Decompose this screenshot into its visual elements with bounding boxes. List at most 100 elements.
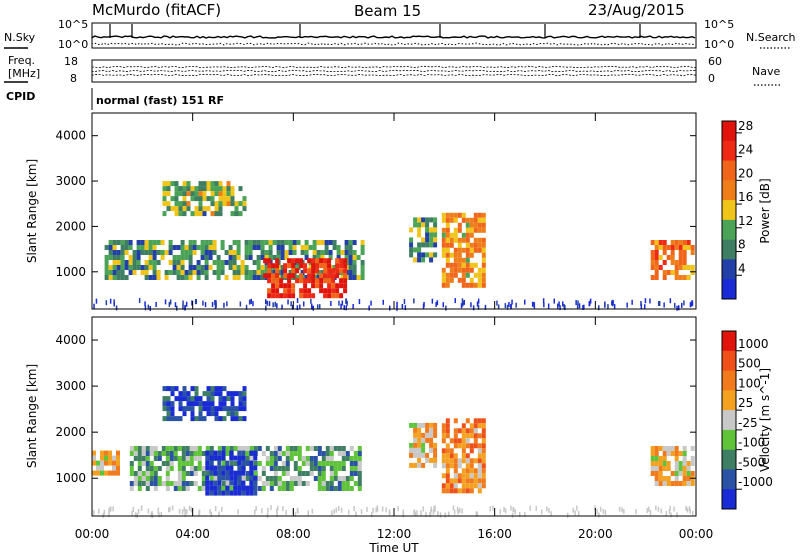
heatmap-cell (445, 262, 450, 268)
heatmap-cell (492, 505, 494, 511)
heatmap-cell (309, 446, 314, 451)
heatmap-cell (156, 275, 161, 280)
heatmap-cell (319, 283, 324, 289)
heatmap-cell (241, 455, 246, 461)
heatmap-cell (137, 486, 142, 491)
heatmap-cell (208, 240, 213, 245)
heatmap-cell (371, 512, 373, 518)
heatmap-cell (202, 401, 207, 407)
heatmap-cell (303, 288, 308, 294)
heatmap-cell (670, 471, 675, 476)
heatmap-cell (321, 451, 326, 456)
heatmap-cell (422, 303, 425, 309)
heatmap-cell (548, 508, 550, 514)
heatmap-cell (273, 456, 278, 461)
heatmap-cell (166, 416, 171, 422)
heatmap-cell (296, 275, 301, 280)
heatmap-cell (162, 211, 167, 217)
heatmap-cell (217, 470, 222, 476)
heatmap-cell (360, 250, 365, 255)
heatmap-cell (275, 278, 280, 284)
heatmap-cell (218, 511, 220, 517)
heatmap-cell (453, 483, 458, 489)
heatmap-cell (232, 250, 237, 255)
heatmap-cell (461, 212, 466, 218)
heatmap-cell (324, 245, 329, 250)
heatmap-cell (441, 217, 446, 223)
velocity-heatmap-cells (92, 386, 695, 518)
heatmap-cell (417, 447, 422, 453)
heatmap-cell (248, 250, 253, 255)
heatmap-cell (309, 461, 314, 466)
heatmap-cell (145, 481, 150, 486)
heatmap-cell (205, 480, 210, 486)
heatmap-cell (461, 232, 466, 238)
heatmap-cell (445, 217, 450, 223)
heatmap-cell (160, 255, 165, 260)
heatmap-cell (469, 217, 474, 223)
heatmap-cell (162, 396, 167, 402)
heatmap-cell (277, 481, 282, 486)
heatmap-cell (112, 455, 116, 461)
heatmap-cell (276, 240, 281, 245)
heatmap-cell (335, 293, 340, 299)
heatmap-cell (271, 283, 276, 289)
heatmap-cell (198, 201, 203, 207)
heatmap-cell (658, 466, 663, 471)
heatmap-cell (120, 255, 125, 260)
heatmap-cell (210, 386, 215, 392)
heatmap-cell (650, 461, 655, 466)
heatmap-cell (289, 486, 294, 491)
heatmap-cell (233, 490, 238, 496)
heatmap-cell (602, 509, 605, 514)
heatmap-cell (238, 186, 243, 192)
velocity-colorbar-label: Velocity [m s^-1] (758, 368, 772, 472)
heatmap-cell (445, 242, 450, 248)
heatmap-cell (241, 460, 246, 466)
heatmap-cell (331, 288, 336, 294)
heatmap-cell (272, 270, 277, 275)
heatmap-cell (237, 509, 239, 515)
heatmap-cell (323, 258, 328, 264)
heatmap-cell (181, 446, 186, 451)
heatmap-cell (214, 411, 219, 417)
heatmap-cell (594, 505, 596, 511)
heatmap-cell (185, 481, 190, 486)
heatmap-cell (499, 509, 501, 515)
heatmap-cell (345, 305, 347, 311)
heatmap-cell (204, 275, 209, 280)
heatmap-cell (230, 416, 235, 422)
heatmap-cell (558, 301, 560, 307)
heatmap-cell (343, 283, 348, 289)
heatmap-cell (128, 245, 133, 250)
heatmap-cell (465, 217, 470, 223)
heatmap-cell (209, 446, 214, 451)
heatmap-cell (170, 406, 175, 412)
heatmap-cell (481, 222, 486, 228)
heatmap-cell (176, 255, 181, 260)
heatmap-cell (148, 240, 153, 245)
heatmap-cell (238, 396, 243, 402)
heatmap-cell (244, 240, 249, 245)
heatmap-cell (341, 486, 346, 491)
heatmap-cell (650, 275, 655, 280)
heatmap-cell (132, 255, 137, 260)
colorbar-swatch (722, 200, 736, 221)
heatmap-cell (208, 250, 213, 255)
heatmap-cell (304, 245, 309, 250)
heatmap-cell (654, 260, 659, 265)
heatmap-cell (441, 232, 446, 238)
y-tick-label: 1000 (55, 265, 86, 279)
heatmap-cell (137, 446, 142, 451)
heatmap-cell (331, 283, 336, 289)
heatmap-cell (196, 270, 201, 275)
heatmap-cell (233, 470, 238, 476)
heatmap-cell (303, 268, 308, 274)
heatmap-cell (682, 260, 687, 265)
heatmap-cell (112, 460, 116, 466)
heatmap-cell (185, 471, 190, 476)
heatmap-cell (268, 245, 273, 250)
heatmap-cell (229, 486, 234, 491)
heatmap-cell (670, 451, 675, 456)
heatmap-cell (453, 509, 456, 515)
